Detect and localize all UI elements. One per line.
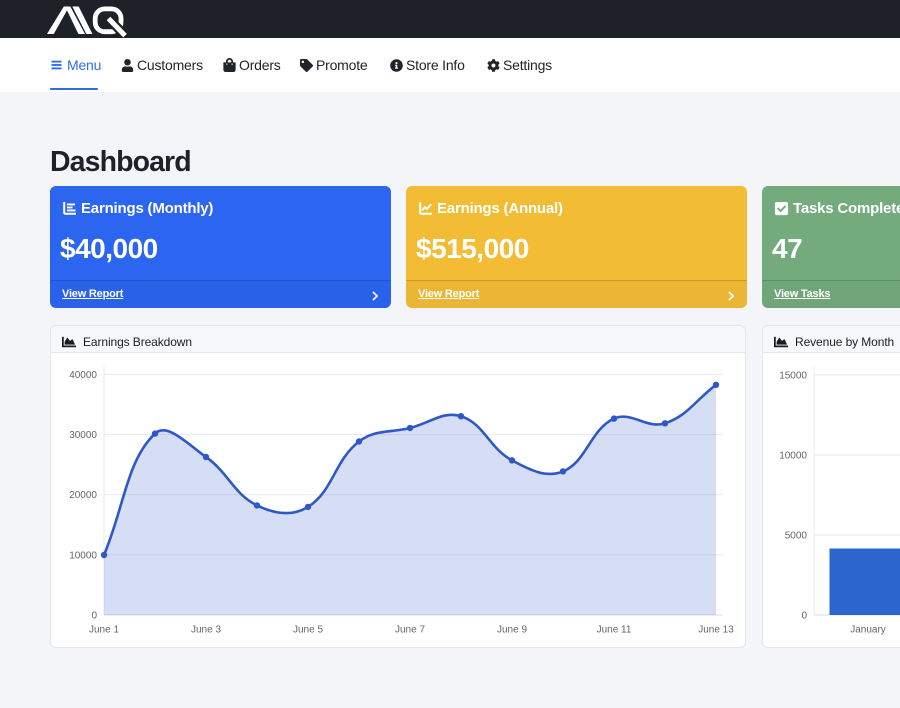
svg-text:10000: 10000 [69, 550, 97, 561]
svg-text:June 1: June 1 [89, 625, 119, 636]
svg-text:June 11: June 11 [597, 625, 632, 636]
svg-text:40000: 40000 [69, 370, 97, 381]
svg-text:June 7: June 7 [395, 625, 425, 636]
svg-text:June 3: June 3 [191, 625, 221, 636]
svg-text:30000: 30000 [69, 430, 97, 441]
svg-text:5000: 5000 [785, 531, 808, 542]
svg-text:0: 0 [91, 611, 97, 622]
svg-text:January: January [850, 625, 886, 636]
svg-text:10000: 10000 [779, 451, 807, 462]
svg-text:0: 0 [801, 611, 807, 622]
svg-text:20000: 20000 [69, 490, 97, 501]
svg-text:June 9: June 9 [497, 625, 527, 636]
svg-text:15000: 15000 [779, 370, 807, 381]
svg-text:June 5: June 5 [293, 625, 323, 636]
svg-text:June 13: June 13 [698, 625, 734, 636]
